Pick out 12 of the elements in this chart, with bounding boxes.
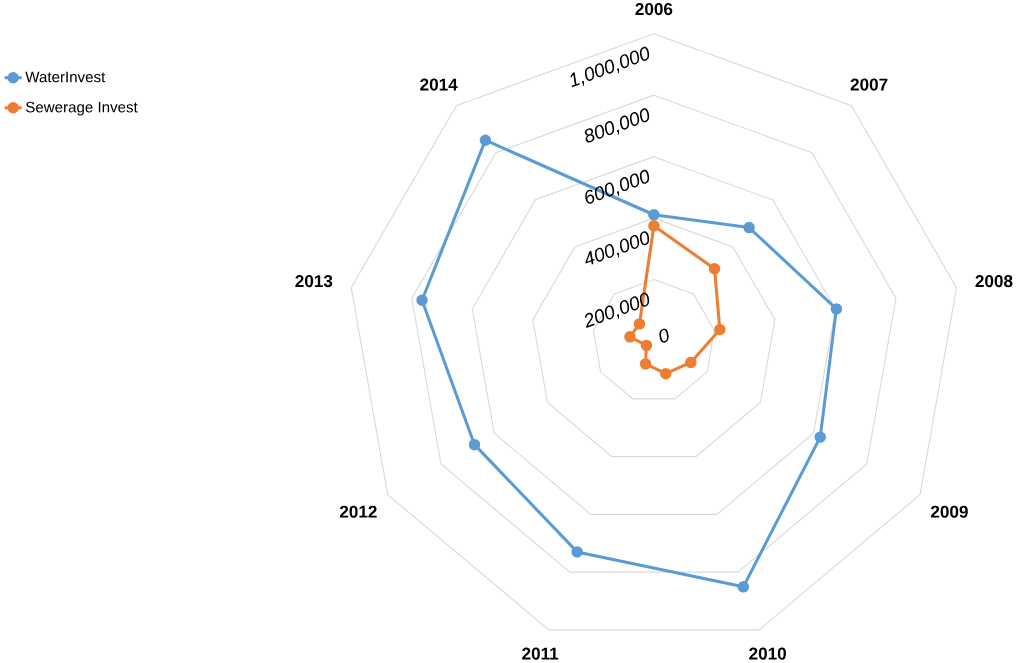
legend-label: Sewerage Invest	[25, 101, 138, 116]
spoke-label: 2013	[295, 275, 333, 288]
legend-label: WaterInvest	[25, 71, 106, 83]
spoke-label: 2014	[420, 78, 458, 91]
spoke-label: 2007	[850, 78, 888, 91]
spoke-label: 2009	[930, 505, 968, 518]
spoke-label: 2011	[522, 647, 559, 660]
spoke-label: 2006	[635, 3, 673, 16]
spoke-label: 2012	[339, 505, 377, 518]
y-tick-label: 0	[659, 328, 669, 343]
spoke-label: 2010	[749, 647, 786, 660]
spoke-label: 2008	[975, 275, 1013, 288]
